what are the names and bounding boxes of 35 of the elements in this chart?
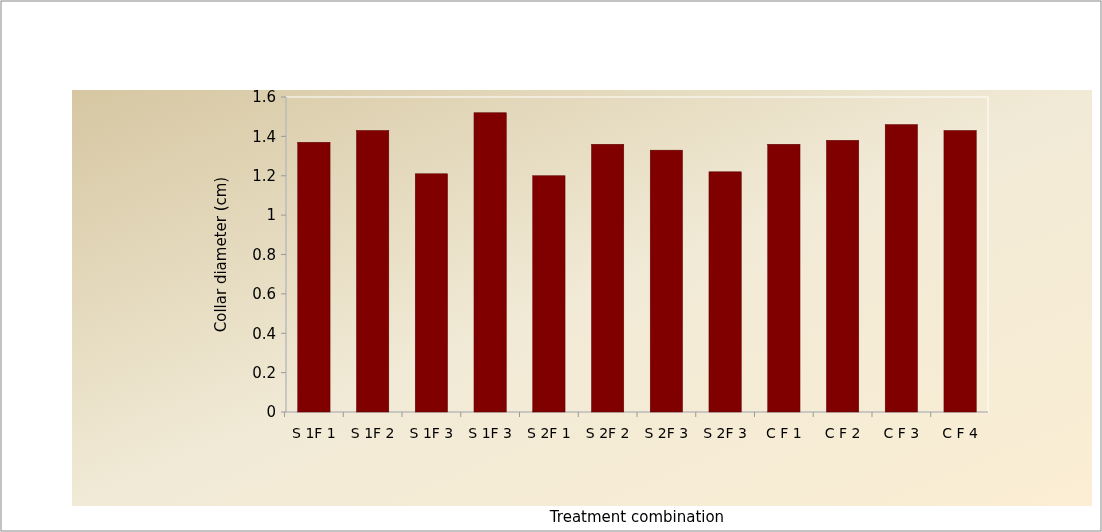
y-tick-label: 0.8 <box>252 245 276 264</box>
x-tick-label: C F 3 <box>883 425 920 441</box>
bar <box>591 144 625 413</box>
bar <box>532 175 566 413</box>
x-tick-label: S 2F 1 <box>527 425 571 441</box>
y-tick-label: 1.2 <box>252 167 276 185</box>
x-tick-label: S 2F 2 <box>585 425 630 441</box>
x-tick-label: S 1F 1 <box>292 425 336 441</box>
x-axis-title: Treatment combination <box>548 508 725 526</box>
bar <box>356 130 390 413</box>
y-tick-label: 0.4 <box>252 324 276 343</box>
x-tick-label: C F 1 <box>766 425 802 441</box>
x-tick-label: S 1F 3 <box>409 425 454 441</box>
bar <box>767 144 801 413</box>
y-axis-title: Collar diameter (cm) <box>212 176 230 333</box>
bar <box>473 112 507 413</box>
x-tick-label: S 1F 2 <box>350 425 395 441</box>
bar <box>414 173 448 413</box>
y-tick-label: 0 <box>266 403 276 422</box>
bar <box>943 130 977 413</box>
x-tick-label: S 2F 3 <box>703 425 747 441</box>
x-tick-label: C F 2 <box>824 425 861 441</box>
bar <box>297 142 331 413</box>
x-tick-label: S 1F 3 <box>468 425 512 441</box>
y-tick-label: 0.2 <box>252 363 276 382</box>
bar <box>826 140 860 413</box>
y-tick-label: 1.4 <box>252 127 276 146</box>
bar <box>649 149 683 413</box>
y-tick-label: 1 <box>266 206 276 225</box>
y-tick-label: 1.6 <box>252 88 276 107</box>
x-tick-label: C F 4 <box>942 425 978 441</box>
bar <box>884 124 918 413</box>
bar <box>708 171 742 413</box>
x-tick-label: S 2F 3 <box>644 425 689 441</box>
y-tick-label: 0.6 <box>252 285 276 304</box>
